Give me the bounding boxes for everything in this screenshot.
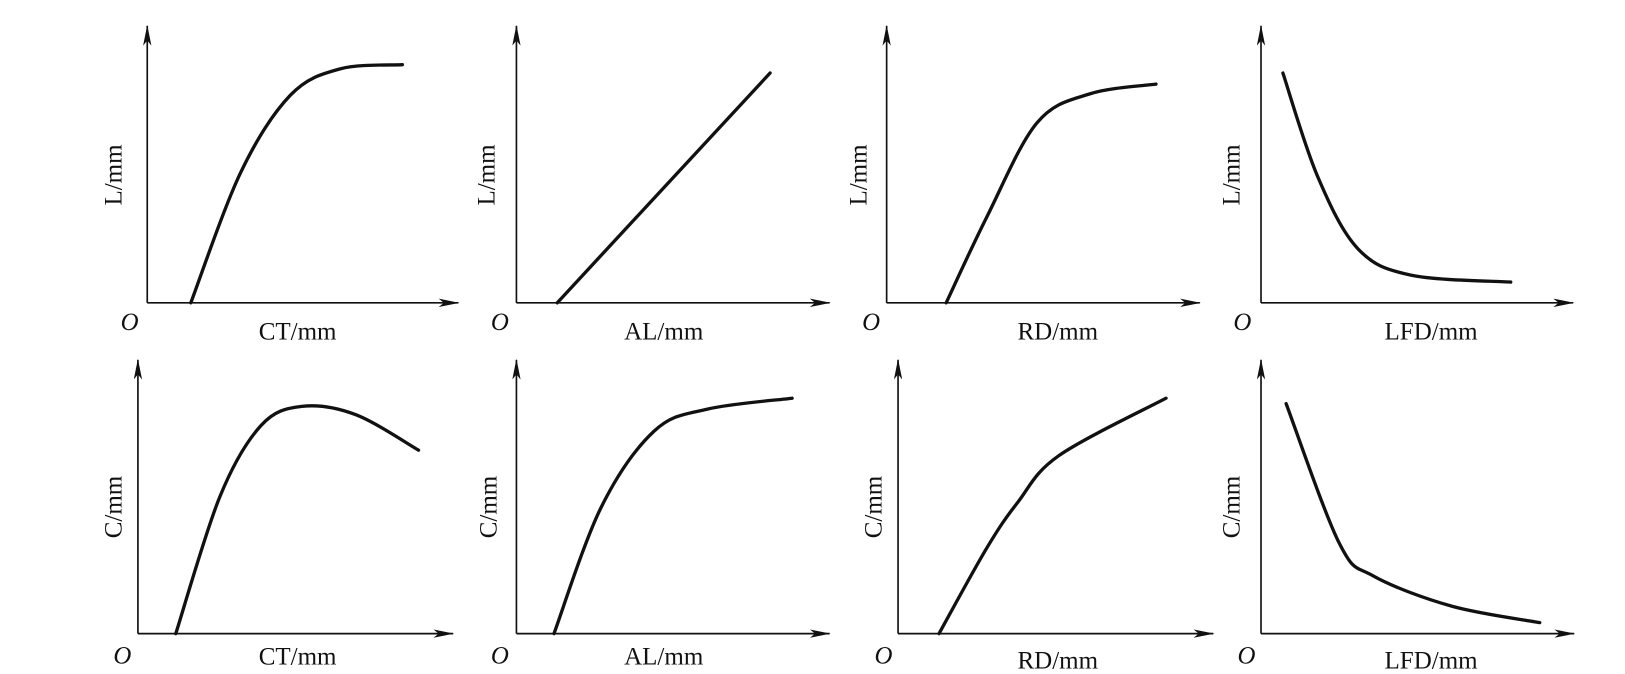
panel-3: O: [862, 24, 1201, 336]
panel-7: O: [875, 358, 1215, 670]
y-axis-label: C/mm: [860, 475, 888, 539]
series-line: [937, 396, 1168, 636]
series-line: [189, 63, 405, 305]
y-axis-label: C/mm: [100, 475, 128, 539]
x-axis-label: CT/mm: [258, 643, 337, 671]
origin-label: O: [113, 643, 131, 670]
origin-label: O: [1233, 309, 1251, 336]
origin-label: O: [491, 643, 509, 670]
x-axis-label: AL/mm: [624, 318, 704, 346]
y-axis-label: C/mm: [1218, 475, 1246, 539]
origin-label: O: [875, 643, 893, 670]
y-axis-label: L/mm: [473, 144, 501, 206]
panel-6: O: [491, 358, 831, 670]
x-axis-label: LFD/mm: [1384, 318, 1478, 346]
panel-5: O: [113, 358, 455, 670]
series-line: [1281, 71, 1513, 284]
origin-label: O: [1238, 643, 1256, 670]
x-axis-label: RD/mm: [1017, 647, 1099, 674]
series-line: [944, 82, 1158, 305]
y-axis-label: L/mm: [845, 144, 873, 206]
origin-label: O: [491, 309, 509, 336]
panel-4: O: [1233, 24, 1575, 336]
series-line: [174, 404, 421, 636]
series-line: [555, 71, 772, 305]
origin-label: O: [121, 309, 139, 336]
series-line: [1284, 401, 1542, 625]
y-axis-label: C/mm: [475, 475, 503, 539]
origin-label: O: [862, 309, 880, 336]
x-axis-label: AL/mm: [624, 643, 704, 671]
x-axis-label: CT/mm: [258, 318, 337, 346]
x-axis-label: RD/mm: [1017, 318, 1099, 346]
panel-2: O: [491, 24, 831, 336]
x-axis-label: LFD/mm: [1384, 647, 1478, 674]
y-axis-label: L/mm: [100, 144, 128, 206]
series-line: [552, 396, 794, 636]
panel-8: O: [1238, 358, 1576, 670]
panel-1: O: [121, 24, 460, 336]
y-axis-label: L/mm: [1218, 144, 1246, 206]
